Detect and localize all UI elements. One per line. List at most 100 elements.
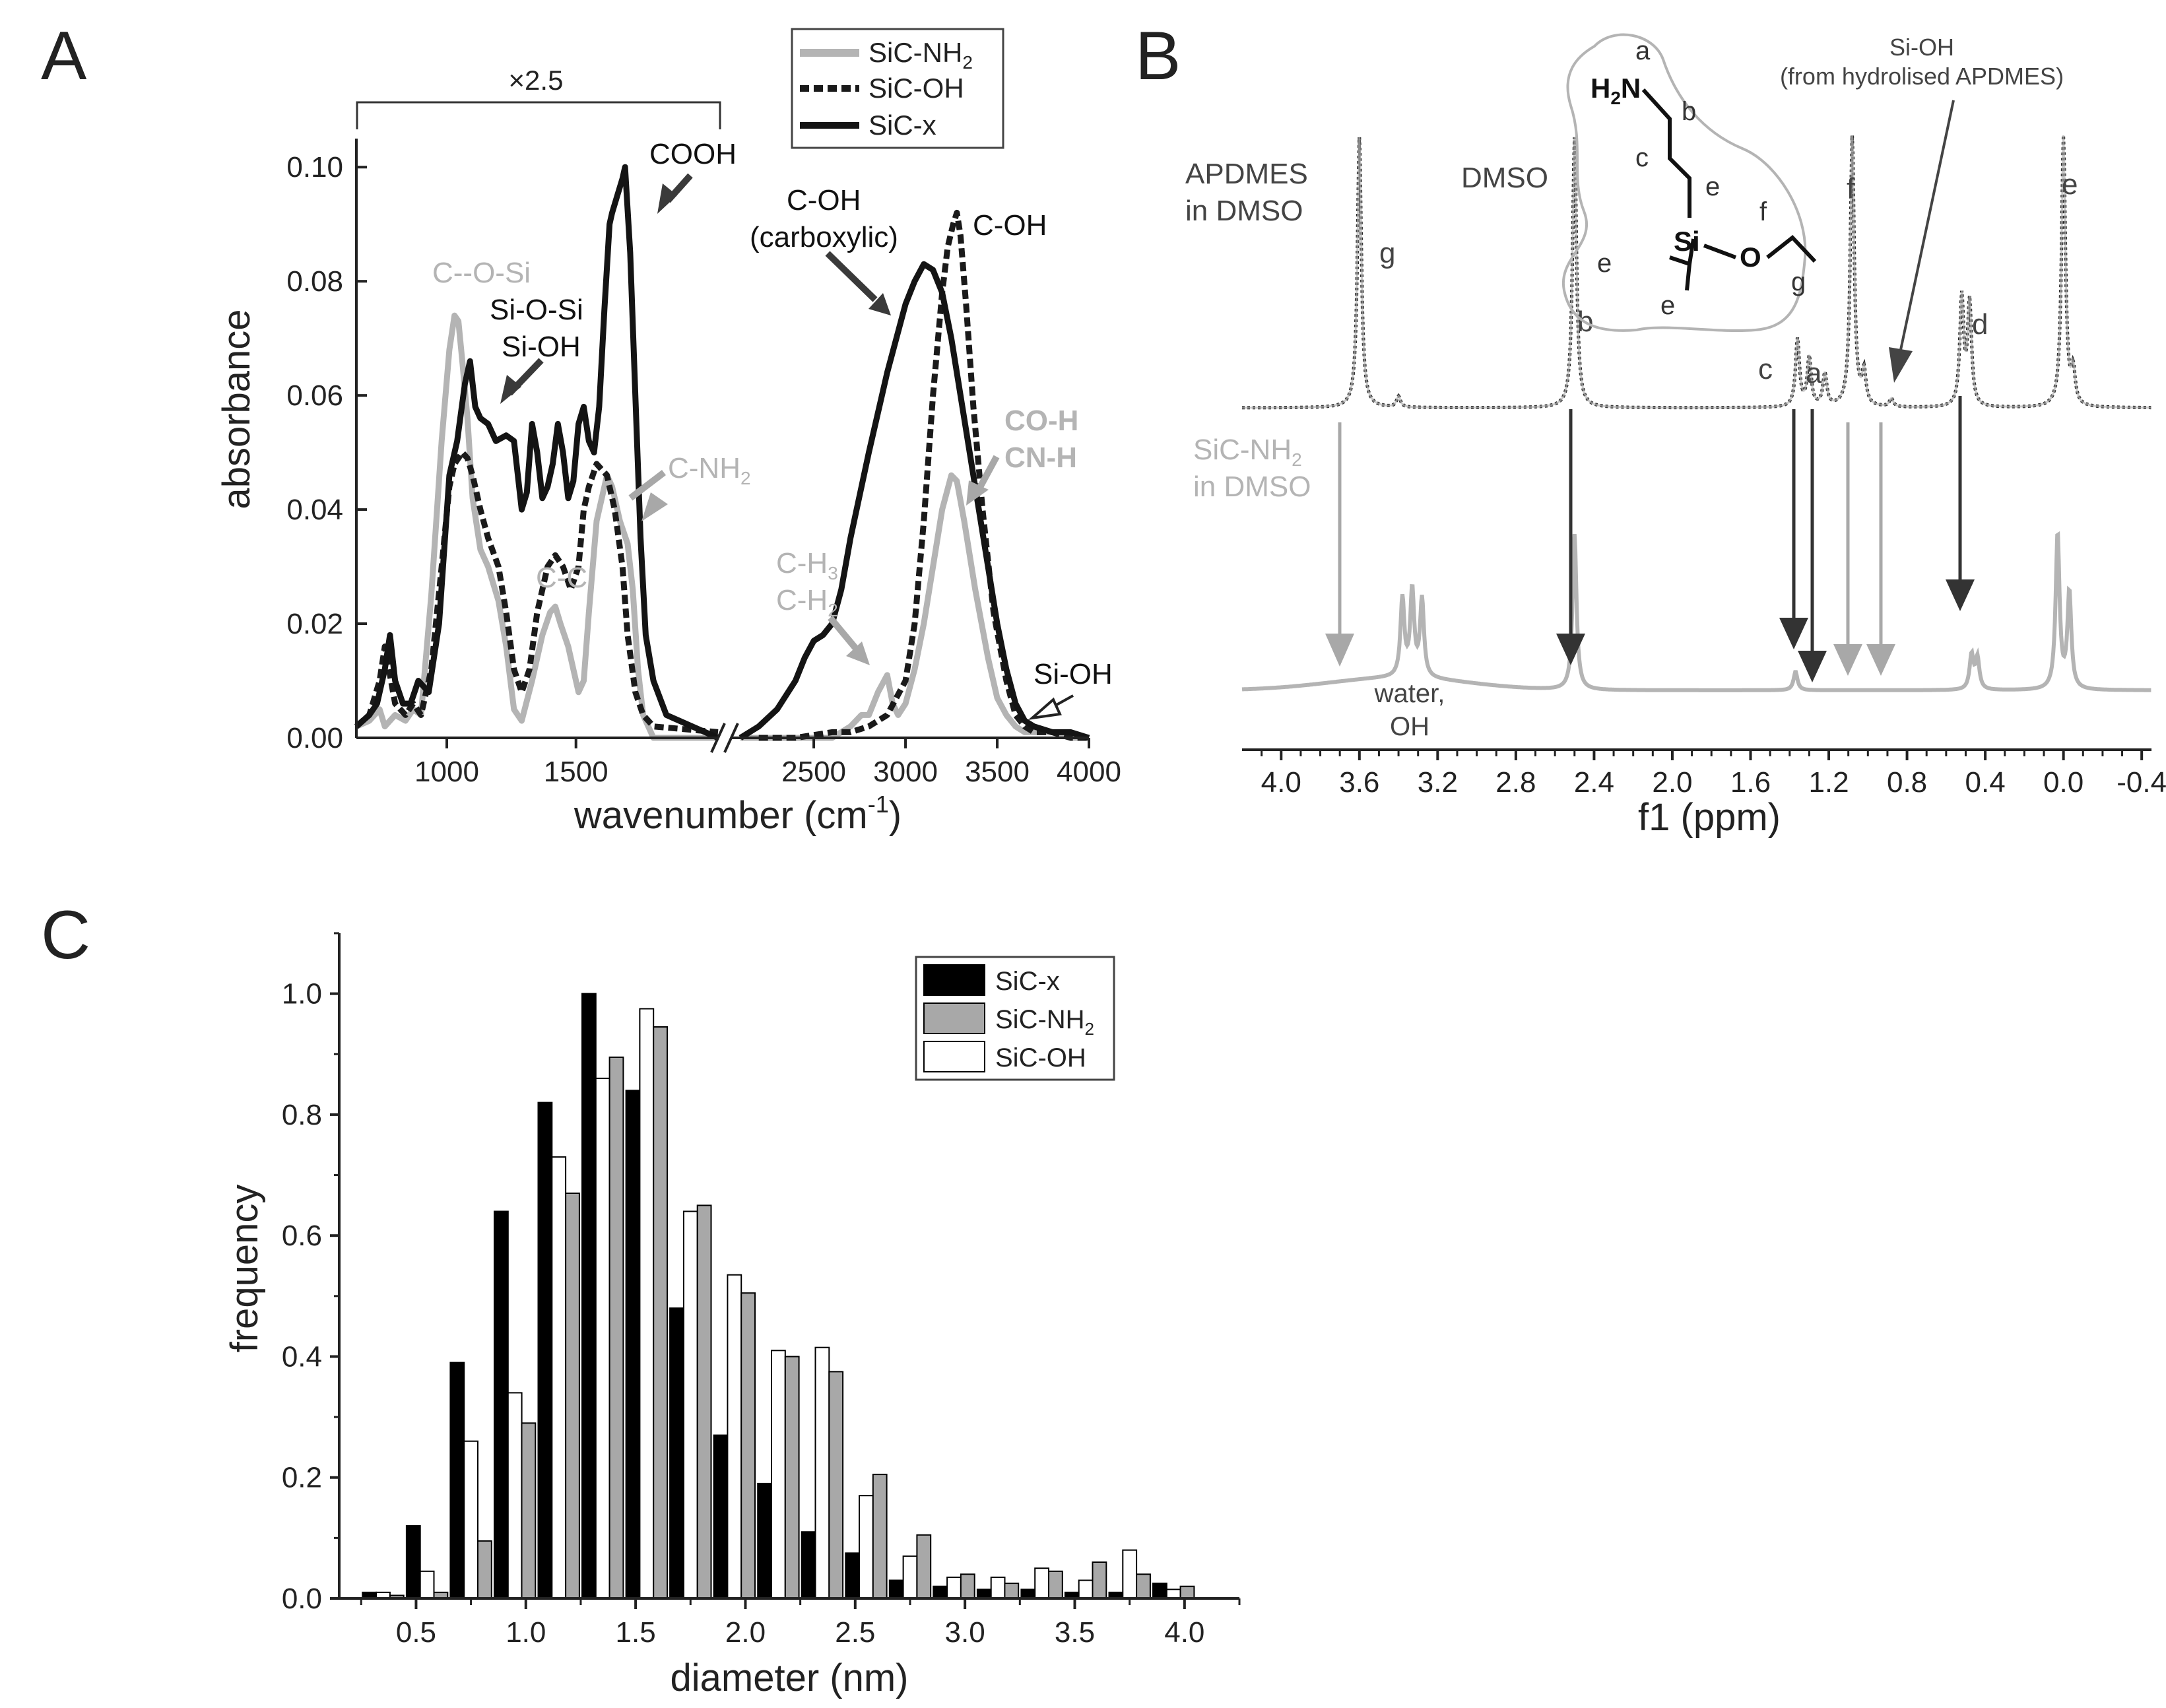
panel-b: 4.0 3.6 3.2 2.8 2.4 2.0 1.6 1.2 0.8 0.4 0.0 -0.4 f1…: [1185, 33, 2166, 839]
bar-sic-oh: [946, 1576, 962, 1599]
a-x-tick-label: 3500: [965, 756, 1030, 788]
bar-sic-nh2: [916, 1534, 932, 1600]
panel-a-axis-break-1: [710, 723, 726, 753]
legend-label-sic-nh2: SiC-NH2: [869, 37, 973, 73]
nmr-spectrum-apdmes-overlay: [1242, 135, 2151, 409]
annot-c-c: C-C: [536, 562, 587, 594]
panel-b-arrows: [1325, 100, 1975, 682]
peak-label-c: c: [1758, 353, 1773, 385]
label-sic-nh2: SiC-NH2: [1193, 434, 1302, 470]
b-x-tick-label: 3.6: [1339, 766, 1379, 799]
panel-c-x-axis-label: diameter (nm): [671, 1657, 909, 1699]
bar-sic-oh: [990, 1576, 1006, 1599]
scale-bracket: [356, 101, 721, 129]
c-y-tick-label: 0.8: [282, 1099, 322, 1131]
legend-c-swatch-sic-nh2: [923, 1002, 985, 1034]
series-line-sic-oh-low: [354, 449, 719, 735]
bar-sic-oh: [1034, 1567, 1049, 1599]
nmr-spectrum-apdmes: [1242, 135, 2151, 410]
structure-label-b: b: [1682, 97, 1696, 126]
a-x-tick-label: 4000: [1057, 756, 1121, 788]
structure-label-e-top: e: [1705, 172, 1720, 201]
bar-sic-nh2: [1179, 1585, 1195, 1599]
bar-sic-nh2: [872, 1474, 888, 1600]
bar-sic-nh2: [565, 1193, 580, 1599]
b-x-tick-label: 1.6: [1730, 766, 1771, 799]
series-line-sic-x-high: [738, 261, 1090, 741]
structure-outline: [1561, 33, 1807, 333]
bar-sic-x: [933, 1585, 948, 1599]
bar-sic-x: [625, 1090, 641, 1600]
structure-label-e-left: e: [1597, 249, 1612, 278]
legend-c-swatch-sic-oh: [923, 1041, 985, 1072]
legend-label-sic-oh: SiC-OH: [869, 73, 964, 104]
bar-sic-oh: [551, 1156, 567, 1599]
annot-si-oh-a: Si-OH: [502, 331, 581, 363]
c-x-tick-label: 0.5: [396, 1616, 436, 1649]
c-y-tick-label: 0.2: [282, 1462, 322, 1494]
structure-label-a: a: [1635, 36, 1651, 65]
c-y-tick-label: 0.4: [282, 1340, 322, 1373]
a-y-tick-label: 0.08: [286, 265, 343, 298]
bar-sic-x: [537, 1101, 553, 1599]
annot-cooh: COOH: [649, 138, 737, 170]
bar-sic-x: [1152, 1583, 1167, 1600]
series-line-sic-oh-high: [758, 209, 1089, 741]
b-x-tick-label: 0.0: [2043, 766, 2084, 799]
bar-sic-oh: [1122, 1549, 1138, 1599]
bar-sic-x: [405, 1525, 421, 1599]
structure-bonds: [1641, 88, 1817, 291]
bar-sic-oh: [1165, 1589, 1181, 1600]
bar-sic-nh2: [784, 1356, 800, 1599]
structure-label-g: g: [1791, 267, 1806, 296]
bar-sic-nh2: [653, 1026, 669, 1599]
panel-letter-c: C: [41, 897, 90, 973]
a-x-tick-label: 3000: [873, 756, 938, 788]
a-y-tick-label: 0.00: [286, 722, 343, 754]
bar-sic-oh: [727, 1274, 742, 1599]
bar-sic-nh2: [960, 1573, 975, 1600]
bar-sic-oh: [595, 1077, 610, 1599]
legend-c-label-sic-x: SiC-x: [995, 967, 1060, 996]
panel-b-plot-area: [1241, 135, 2151, 692]
c-x-tick-label: 3.0: [945, 1616, 985, 1649]
bar-sic-x: [757, 1482, 772, 1599]
a-y-tick-label: 0.04: [286, 494, 343, 526]
c-x-tick-label: 1.0: [506, 1616, 546, 1649]
structure-label-f: f: [1759, 197, 1767, 226]
b-x-tick-label: 3.2: [1418, 766, 1458, 799]
bar-sic-oh: [463, 1440, 479, 1599]
bar-sic-x: [801, 1531, 816, 1599]
label-dmso: DMSO: [1461, 162, 1548, 194]
c-x-tick-label: 2.0: [725, 1616, 766, 1649]
b-x-tick-label: 0.4: [1965, 766, 2006, 799]
a-y-tick-label: 0.02: [286, 608, 343, 640]
peak-label-g: g: [1379, 237, 1395, 269]
b-x-tick-label: 1.2: [1808, 766, 1849, 799]
bar-sic-x: [494, 1210, 509, 1599]
label-water: water,: [1374, 679, 1445, 708]
panel-letter-a: A: [41, 18, 87, 94]
bar-sic-oh: [1078, 1579, 1094, 1599]
bar-sic-nh2: [696, 1204, 712, 1599]
structure-h2n: H2N: [1591, 73, 1641, 108]
bar-sic-x: [669, 1307, 684, 1599]
label-oh: OH: [1390, 712, 1429, 741]
peak-label-a: a: [1806, 357, 1822, 389]
peak-label-f: f: [1847, 172, 1855, 205]
label-apdmes-in-dmso: in DMSO: [1185, 195, 1303, 227]
b-x-tick-label: 2.0: [1652, 766, 1692, 799]
bar-sic-oh: [902, 1555, 918, 1599]
bar-sic-nh2: [828, 1371, 844, 1599]
b-x-tick-label: -0.4: [2117, 766, 2166, 799]
structure-si: Si: [1674, 226, 1700, 257]
b-x-tick-label: 2.4: [1574, 766, 1614, 799]
panel-c-bars: [362, 993, 1195, 1600]
bar-sic-x: [449, 1362, 465, 1600]
bar-sic-x: [845, 1552, 861, 1600]
label-apdmes: APDMES: [1185, 158, 1308, 190]
bar-sic-oh: [639, 1008, 655, 1599]
panel-letter-b: B: [1135, 18, 1181, 94]
c-y-tick-label: 1.0: [282, 978, 322, 1010]
